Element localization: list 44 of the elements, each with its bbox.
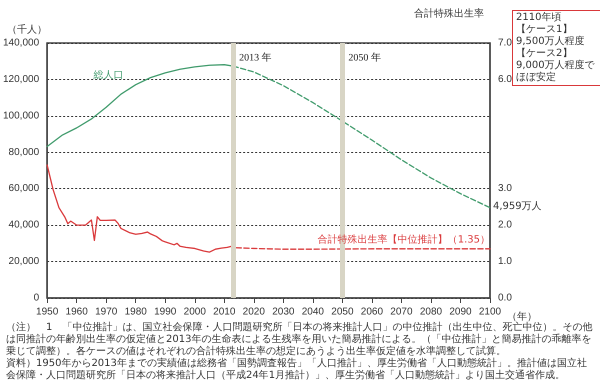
x-tick-label: 1980 <box>124 306 148 318</box>
y-tick-label: 60,000 <box>8 183 40 194</box>
y2-tick-label: 1.0 <box>498 256 512 268</box>
y2-tick-label: 0.0 <box>498 292 512 304</box>
x-axis-title: （年） <box>507 310 538 322</box>
x-tick-label: 2080 <box>420 306 443 318</box>
text: 2110年頃 <box>516 12 562 24</box>
y-tick-label: 120,000 <box>2 74 40 85</box>
text: 資料）1950年から2013年までの実績値は総務省「国勢調査報告」「人口推計」、厚生労働省「人口動態統計」。推計値は国立社会保障・人口問題研究所「日本の将来推計人口（平成24年1月推計）」、厚生労働省「人口動態統計」より国土交通省作成。 <box>6 358 588 382</box>
y2-axis-title: 合計特殊出生率 <box>414 8 484 20</box>
y-tick-label: 20,000 <box>8 256 40 268</box>
x-tick-label: 2090 <box>449 306 472 318</box>
y-tick-label: 0 <box>34 292 40 304</box>
x-tick-label: 2100 <box>478 306 502 318</box>
x-tick-label: 1990 <box>154 306 177 318</box>
series-label: 合計特殊出生率【中位推計】（1.35） <box>318 233 490 246</box>
ref-line-label: 2050 年 <box>348 52 381 64</box>
x-tick-label: 1970 <box>95 306 118 318</box>
text: 【ケース2】9,000万人程度でほぼ安定 <box>516 48 596 84</box>
x-tick-label: 2070 <box>390 306 413 318</box>
line-series <box>46 164 234 253</box>
y2-tick-label: 7.0 <box>498 38 512 48</box>
x-tick-label: 2000 <box>184 306 206 318</box>
text: （注） 1 「中位推計」は、国立社会保障・人口問題研究所「日本の将来推計人口」の中位推計（出生中位、死亡中位）。その他は同推計の年齢別出生率の仮定値と2013年の生命表による生残率を用いた簡易推計による。（「中位推計」と簡易推計の乖離率を乗じて調整）。各ケースの値はそれぞれの合計特殊出生率の想定にあうよう出生率仮定値を水準調整して試算。 <box>6 322 594 358</box>
x-tick-label: 2030 <box>272 306 295 318</box>
y-tick-label: 80,000 <box>8 146 40 158</box>
x-tick-label: 1950 <box>36 306 59 318</box>
series-label: 総人口 <box>92 69 124 82</box>
x-tick-label: 2060 <box>360 306 384 318</box>
x-tick-label: 2020 <box>242 306 266 318</box>
x-tick-label: 2010 <box>213 306 236 318</box>
y-axis-title: （千人） <box>7 24 48 36</box>
y2-tick-label: 3.0 <box>498 183 512 194</box>
y-tick-label: 100,000 <box>2 110 40 122</box>
ref-line-label: 2013 年 <box>239 52 272 64</box>
x-tick-label: 2050 <box>331 306 354 318</box>
annotation: 4,959万人 <box>493 201 542 212</box>
x-tick-label: 1960 <box>66 306 88 318</box>
y2-tick-label: 2.0 <box>498 220 512 231</box>
y-tick-label: 40,000 <box>8 220 40 231</box>
text: 【ケース1】9,500万人程度 <box>516 24 586 48</box>
y-tick-label: 140,000 <box>2 38 40 48</box>
y2-tick-label: 6.0 <box>498 74 512 85</box>
x-tick-label: 2040 <box>302 306 324 318</box>
